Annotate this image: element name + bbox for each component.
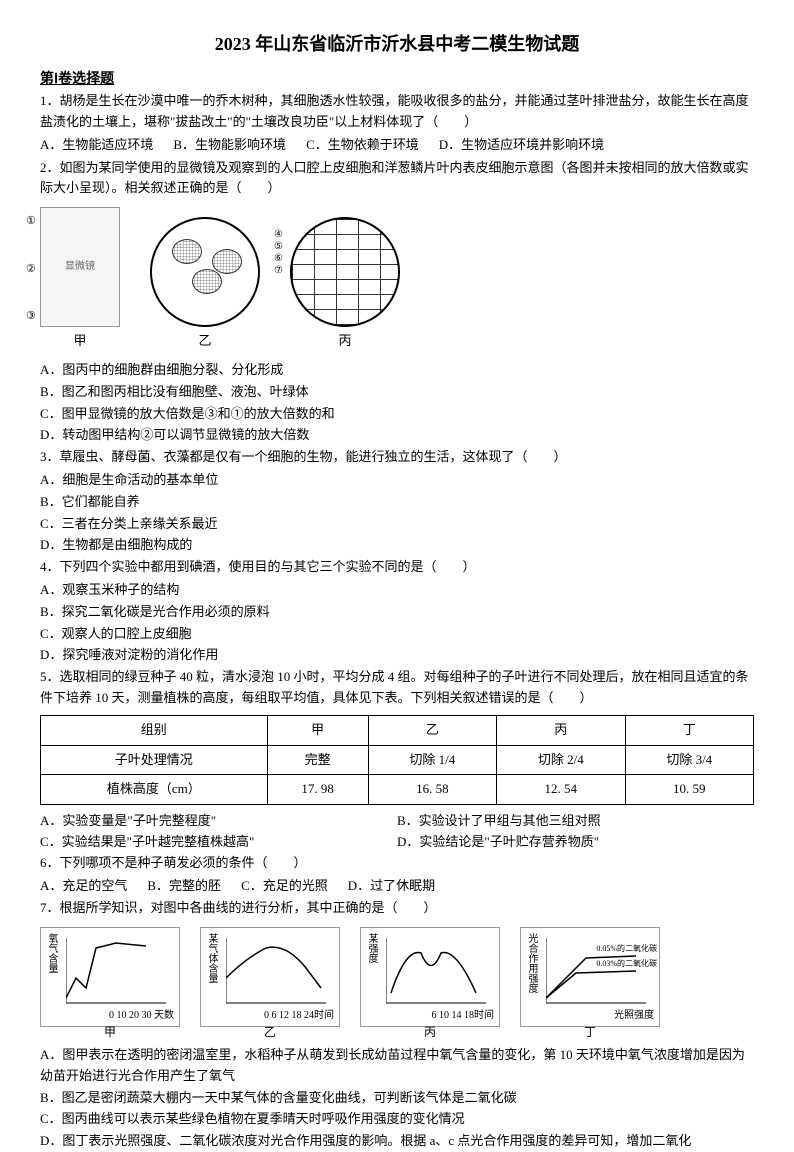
fig-cells-c: 丙: [290, 217, 400, 352]
page-title: 2023 年山东省临沂市沂水县中考二模生物试题: [40, 30, 754, 59]
circle-cells-icon: ④ ⑤ ⑥ ⑦: [150, 217, 260, 327]
q3-options: A．细胞是生命活动的基本单位 B．它们都能自养 C．三者在分类上亲缘关系最近 D…: [40, 470, 754, 556]
question-6: 6．下列哪项不是种子萌发必须的条件（ ）: [40, 853, 754, 874]
q4-options: A．观察玉米种子的结构 B．探究二氧化碳是光合作用必须的原料 C．观察人的口腔上…: [40, 580, 754, 666]
q1-options: A．生物能适应环境 B．生物能影响环境 C．生物依赖于环境 D．生物适应环境并影…: [40, 135, 754, 156]
microscope-markers: ① ② ③: [26, 213, 36, 326]
chart-b: 某气体含量 0 6 12 18 24时间 乙: [200, 927, 340, 1027]
table-row: 植株高度（cm） 17. 98 16. 58 12. 54 10. 59: [41, 775, 754, 805]
q2-opt-c: C．图甲显微镜的放大倍数是③和①的放大倍数的和: [40, 404, 754, 425]
q5-opt-a: A．实验变量是"子叶完整程度": [40, 811, 397, 832]
cell-markers: ④ ⑤ ⑥ ⑦: [274, 229, 283, 277]
q7-opt-b: B．图乙是密闭蔬菜大棚内一天中某气体的含量变化曲线，可判断该气体是二氧化碳: [40, 1088, 754, 1109]
microscope-icon: ① ② ③: [40, 207, 120, 327]
question-2: 2．如图为某同学使用的显微镜及观察到的人口腔上皮细胞和洋葱鳞片叶内表皮细胞示意图…: [40, 158, 754, 200]
q7-opt-c: C．图丙曲线可以表示某些绿色植物在夏季晴天时呼吸作用强度的变化情况: [40, 1109, 754, 1130]
q4-opt-a: A．观察玉米种子的结构: [40, 580, 754, 601]
q3-opt-b: B．它们都能自养: [40, 492, 754, 513]
q7-opt-a: A．图甲表示在透明的密闭温室里，水稻种子从萌发到长成幼苗过程中氧气含量的变化，第…: [40, 1045, 754, 1087]
q6-opt-d: D．过了休眠期: [348, 876, 435, 897]
q5-opt-d: D．实验结论是"子叶贮存营养物质": [397, 832, 754, 853]
q2-figures: ① ② ③ 甲 ④ ⑤ ⑥ ⑦ 乙 丙: [40, 207, 754, 352]
q6-options: A．充足的空气 B．完整的胚 C．充足的光照 D．过了休眠期: [40, 876, 754, 897]
question-3: 3．草履虫、酵母菌、衣藻都是仅有一个细胞的生物，能进行独立的生活，这体现了（ ）: [40, 447, 754, 468]
q6-opt-a: A．充足的空气: [40, 876, 127, 897]
q1-opt-d: D．生物适应环境并影响环境: [439, 135, 604, 156]
table-row: 子叶处理情况 完整 切除 1/4 切除 2/4 切除 3/4: [41, 745, 754, 775]
q2-opt-b: B．图乙和图丙相比没有细胞壁、液泡、叶绿体: [40, 382, 754, 403]
fig-cells-b: ④ ⑤ ⑥ ⑦ 乙: [150, 217, 260, 352]
q7-opt-d: D．图丁表示光照强度、二氧化碳浓度对光合作用强度的影响。根据 a、c 点光合作用…: [40, 1131, 754, 1152]
q1-opt-a: A．生物能适应环境: [40, 135, 153, 156]
section-header: 第Ⅰ卷选择题: [40, 69, 754, 91]
q5-opt-b: B．实验设计了甲组与其他三组对照: [397, 811, 754, 832]
question-7: 7．根据所学知识，对图中各曲线的进行分析，其中正确的是（ ）: [40, 898, 754, 919]
q1-opt-c: C．生物依赖于环境: [306, 135, 419, 156]
q4-opt-b: B．探究二氧化碳是光合作用必须的原料: [40, 602, 754, 623]
q1-opt-b: B．生物能影响环境: [173, 135, 286, 156]
q5-table: 组别 甲 乙 丙 丁 子叶处理情况 完整 切除 1/4 切除 2/4 切除 3/…: [40, 715, 754, 805]
q5-opt-c: C．实验结果是"子叶越完整植株越高": [40, 832, 397, 853]
question-5: 5．选取相同的绿豆种子 40 粒，清水浸泡 10 小时，平均分成 4 组。对每组…: [40, 667, 754, 709]
q7-options: A．图甲表示在透明的密闭温室里，水稻种子从萌发到长成幼苗过程中氧气含量的变化，第…: [40, 1045, 754, 1152]
fig-label-c: 丙: [338, 331, 351, 352]
q5-options: A．实验变量是"子叶完整程度" B．实验设计了甲组与其他三组对照 C．实验结果是…: [40, 811, 754, 853]
grid-cells-icon: [290, 217, 400, 327]
q6-opt-c: C．充足的光照: [241, 876, 328, 897]
q3-opt-c: C．三者在分类上亲缘关系最近: [40, 514, 754, 535]
q4-opt-c: C．观察人的口腔上皮细胞: [40, 624, 754, 645]
fig-label-a: 甲: [73, 331, 86, 352]
question-4: 4．下列四个实验中都用到碘酒，使用目的与其它三个实验不同的是（ ）: [40, 557, 754, 578]
fig-microscope: ① ② ③ 甲: [40, 207, 120, 352]
table-row: 组别 甲 乙 丙 丁: [41, 715, 754, 745]
chart-d: 光合作用强度 0.05%的二氧化碳 0.03%的二氧化碳 光照强度 丁: [520, 927, 660, 1027]
q2-opt-a: A．图丙中的细胞群由细胞分裂、分化形成: [40, 360, 754, 381]
q3-opt-d: D．生物都是由细胞构成的: [40, 535, 754, 556]
fig-label-b: 乙: [198, 331, 211, 352]
q2-options: A．图丙中的细胞群由细胞分裂、分化形成 B．图乙和图丙相比没有细胞壁、液泡、叶绿…: [40, 360, 754, 446]
q4-opt-d: D．探究唾液对淀粉的消化作用: [40, 645, 754, 666]
q7-charts: 氧气含量 0 10 20 30 天数 甲 某气体含量 0 6 12 18 24时…: [40, 927, 754, 1027]
q3-opt-a: A．细胞是生命活动的基本单位: [40, 470, 754, 491]
question-1: 1．胡杨是生长在沙漠中唯一的乔木树种，其细胞透水性较强，能吸收很多的盐分，并能通…: [40, 91, 754, 133]
chart-c: 某强度 6 10 14 18时间 丙: [360, 927, 500, 1027]
q6-opt-b: B．完整的胚: [147, 876, 221, 897]
q2-opt-d: D．转动图甲结构②可以调节显微镜的放大倍数: [40, 425, 754, 446]
chart-a: 氧气含量 0 10 20 30 天数 甲: [40, 927, 180, 1027]
